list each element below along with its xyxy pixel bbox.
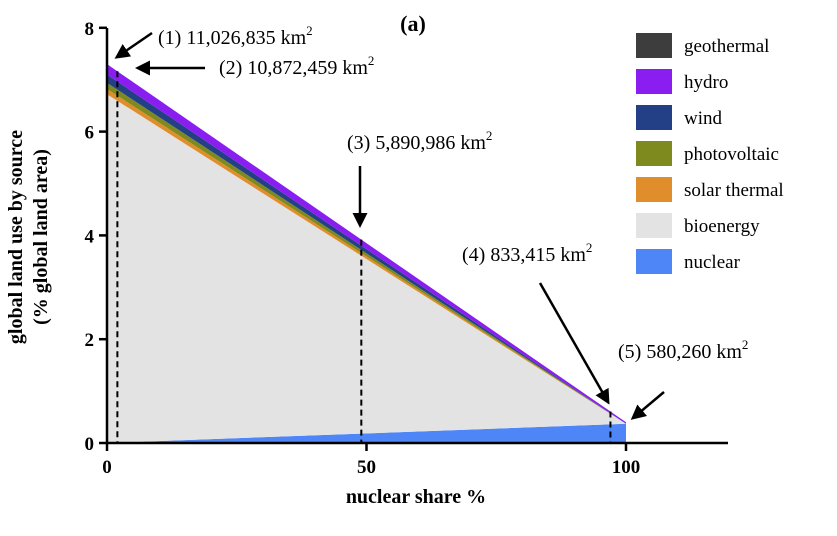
annotation-3-label: (3) <box>347 132 370 154</box>
annotation-4: (4) 833,415 km2 <box>462 240 592 266</box>
annotation-1-label: (1) <box>158 27 181 49</box>
annotation-5: (5) 580,260 km2 <box>618 337 748 363</box>
annotation-5-unit: km <box>716 341 742 363</box>
x-tick-label: 100 <box>612 457 641 478</box>
annotation-1-arrow <box>114 31 153 59</box>
annotation-4-sup: 2 <box>586 240 593 255</box>
legend-swatch-solar-thermal <box>636 177 672 202</box>
y-tick-label: 8 <box>85 19 95 40</box>
annotation-1-value: 11,026,835 <box>186 27 275 49</box>
annotation-5-label: (5) <box>618 341 641 363</box>
annotation-1: (1) 11,026,835 km2 <box>158 23 313 49</box>
y-tick-label: 4 <box>85 226 95 247</box>
annotation-5-value: 580,260 <box>646 341 711 363</box>
annotation-4-label: (4) <box>462 244 485 266</box>
x-tick-label: 0 <box>102 457 112 478</box>
annotation-1-sup: 2 <box>306 23 313 38</box>
area-bioenergy <box>107 94 626 444</box>
annotation-3-unit: km <box>460 132 486 154</box>
annotation-4-arrow <box>538 282 610 405</box>
legend-swatch-nuclear <box>636 249 672 274</box>
annotation-2-sup: 2 <box>368 53 375 68</box>
x-axis-label: nuclear share % <box>346 486 486 508</box>
annotation-5-sup: 2 <box>742 337 749 352</box>
x-tick-label: 50 <box>357 457 376 478</box>
area-hydro <box>107 64 626 424</box>
annotation-4-unit: km <box>560 244 586 266</box>
legend-swatch-bioenergy <box>636 213 672 238</box>
y-tick-label: 0 <box>85 434 95 455</box>
annotation-2-label: (2) <box>219 57 242 79</box>
annotation-2-value: 10,872,459 <box>247 57 337 79</box>
legend-label-photovoltaic: photovoltaic <box>684 144 779 165</box>
legend-swatch-hydro <box>636 69 672 94</box>
annotation-3: (3) 5,890,986 km2 <box>347 128 492 154</box>
annotations: (1) 11,026,835 km2 (2) 10,872,459 km2 (3… <box>114 23 748 420</box>
annotation-3-sup: 2 <box>486 128 493 143</box>
legend-swatch-geothermal <box>636 33 672 58</box>
y-axis-label-line2: (% global land area) <box>30 149 52 325</box>
annotation-1-unit: km <box>281 27 307 49</box>
legend-label-bioenergy: bioenergy <box>684 216 760 237</box>
legend-swatch-wind <box>636 105 672 130</box>
legend-label-nuclear: nuclear <box>684 252 741 273</box>
axis-ticks: 0 50 100 0 2 4 6 8 <box>85 19 641 478</box>
legend-label-wind: wind <box>684 108 723 129</box>
legend-label-solar-thermal: solar thermal <box>684 180 784 201</box>
annotation-2-unit: km <box>342 57 368 79</box>
annotation-3-value: 5,890,986 <box>375 132 455 154</box>
legend-label-geothermal: geothermal <box>684 36 769 57</box>
legend-label-hydro: hydro <box>684 72 728 93</box>
stacked-areas <box>107 64 626 444</box>
annotation-5-arrow <box>630 391 665 420</box>
y-tick-label: 2 <box>85 330 95 351</box>
annotation-4-value: 833,415 <box>490 244 555 266</box>
y-tick-label: 6 <box>85 123 95 144</box>
area-photovoltaic <box>107 82 626 424</box>
legend: geothermal hydro wind photovoltaic solar the… <box>636 33 784 274</box>
panel-label: (a) <box>400 11 426 36</box>
y-axis-label-line1: global land use by source <box>5 130 27 344</box>
dashed-markers <box>116 71 612 443</box>
area-geothermal <box>107 64 626 423</box>
legend-swatch-photovoltaic <box>636 141 672 166</box>
annotation-2: (2) 10,872,459 km2 <box>219 53 374 79</box>
